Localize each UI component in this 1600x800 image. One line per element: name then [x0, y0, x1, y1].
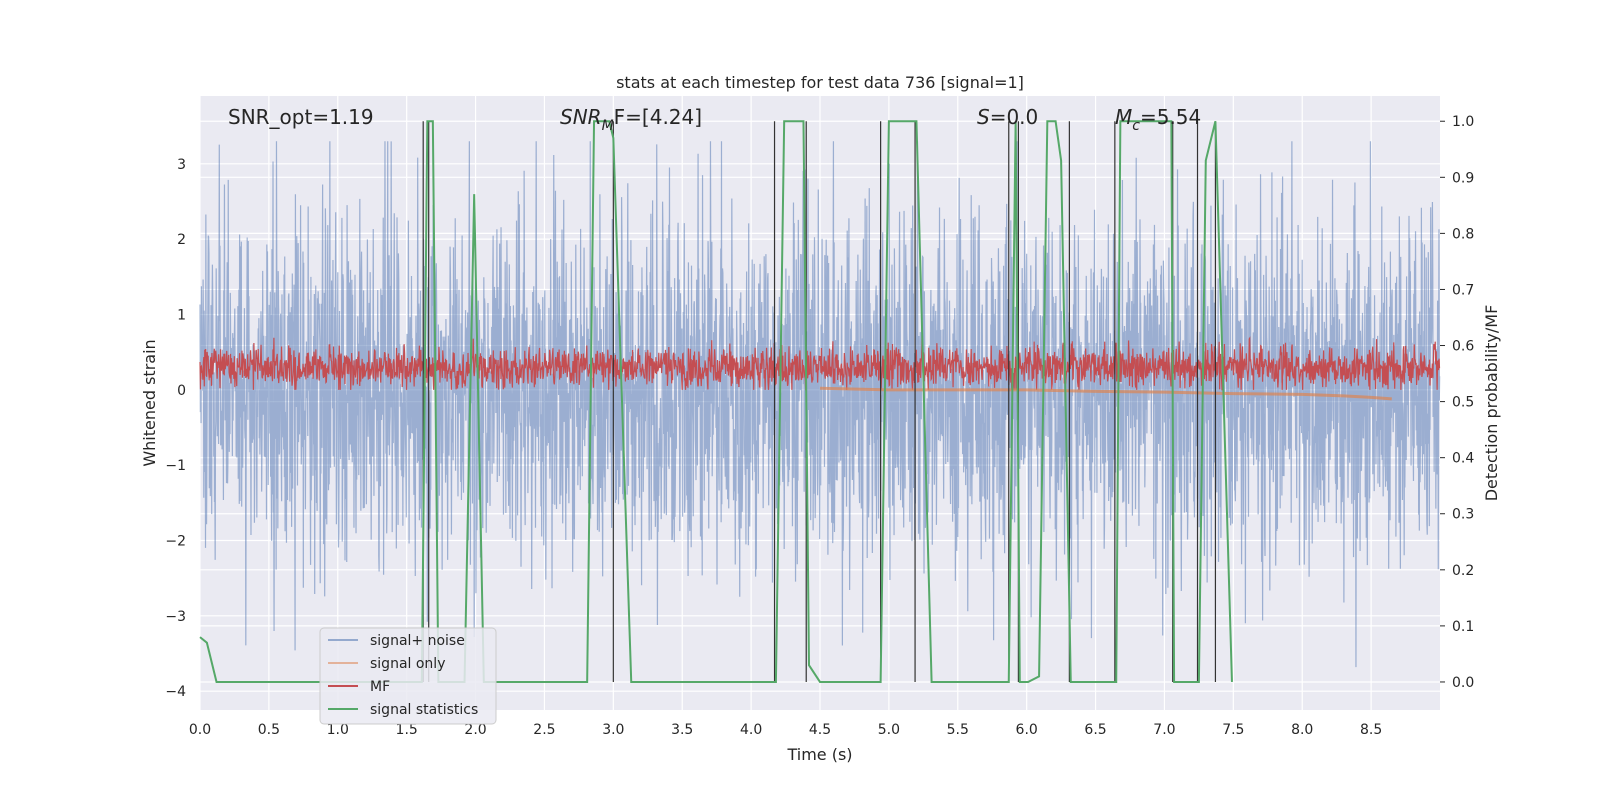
annotation-snr-mf-main: SNR	[560, 105, 602, 129]
signal-noise-series	[199, 141, 1441, 668]
x-tick-label: 6.0	[1016, 722, 1038, 738]
annotation-snr-mf: SNRMF=[4.24]	[560, 105, 702, 134]
y2-ticks: 0.0 0.1 0.2 0.3 0.4 0.5 0.6 0.7 0.8 0.9 1.0	[1440, 114, 1474, 691]
legend-label-signal-only: signal only	[370, 656, 445, 672]
annotation-s: S=0.0	[977, 105, 1038, 129]
y-tick-label: 3	[177, 157, 186, 173]
x-tick-label: 2.5	[533, 722, 555, 738]
legend: signal+ noise signal only MF signal stat…	[319, 627, 497, 725]
annotation-s-tail: =0.0	[990, 105, 1039, 129]
y2-tick-label: 0.7	[1452, 282, 1474, 298]
x-tick-label: 1.5	[396, 722, 418, 738]
y-tick-label: −2	[165, 533, 186, 549]
y2-tick-label: 0.9	[1452, 170, 1474, 186]
y-tick-label: 0	[177, 383, 186, 399]
chart-title: stats at each timestep for test data 736…	[616, 73, 1024, 92]
signal-noise-line	[199, 141, 1441, 668]
legend-box	[319, 627, 497, 725]
x-tick-label: 0.5	[258, 722, 280, 738]
y2-tick-label: 1.0	[1452, 114, 1474, 130]
x-ticks: 0.0 0.5 1.0 1.5 2.0 2.5 3.0 3.5 4.0 4.5 5.0 5.5 6.0 6…	[189, 722, 1382, 738]
annotation-mc-tail: =5.54	[1140, 105, 1201, 129]
legend-label-mf: MF	[370, 679, 390, 695]
signal-only-series	[819, 386, 1392, 401]
y-tick-label: −4	[165, 684, 186, 700]
y2-tick-label: 0.8	[1452, 226, 1474, 242]
x-tick-label: 7.0	[1153, 722, 1175, 738]
annotation-mc: Mc=5.54	[1115, 105, 1201, 134]
y-tick-label: −1	[165, 458, 186, 474]
x-tick-label: 3.5	[671, 722, 693, 738]
y-axis-label: Whitened strain	[140, 339, 159, 466]
y2-tick-label: 0.0	[1452, 675, 1474, 691]
x-tick-label: 1.0	[327, 722, 349, 738]
annotation-snr-opt: SNR_opt=1.19	[228, 105, 374, 129]
x-tick-label: 3.0	[602, 722, 624, 738]
legend-label-signal-noise: signal+ noise	[370, 633, 465, 649]
y2-tick-label: 0.1	[1452, 619, 1474, 635]
y-tick-label: 2	[177, 232, 186, 248]
x-tick-label: 8.0	[1291, 722, 1313, 738]
x-tick-label: 7.5	[1222, 722, 1244, 738]
x-tick-label: 6.5	[1084, 722, 1106, 738]
y2-tick-label: 0.6	[1452, 339, 1474, 355]
annotation-mc-main: M	[1115, 105, 1132, 129]
y2-tick-label: 0.5	[1452, 395, 1474, 411]
y-tick-label: 1	[177, 307, 186, 323]
y-ticks: −4 −3 −2 −1 0 1 2 3	[165, 157, 186, 700]
x-tick-label: 4.0	[740, 722, 762, 738]
annotation-snr-mf-tail: F=[4.24]	[614, 105, 702, 129]
x-tick-label: 4.5	[809, 722, 831, 738]
x-tick-label: 0.0	[189, 722, 211, 738]
y-tick-label: −3	[165, 609, 186, 625]
annotation-s-main: S	[977, 105, 990, 129]
legend-label-signal-statistics: signal statistics	[370, 702, 478, 718]
y2-tick-label: 0.3	[1452, 507, 1474, 523]
y2-tick-label: 0.2	[1452, 563, 1474, 579]
x-tick-label: 5.5	[947, 722, 969, 738]
x-tick-label: 8.5	[1360, 722, 1382, 738]
y2-tick-label: 0.4	[1452, 451, 1474, 467]
signal-only-line	[819, 386, 1392, 401]
mf-series	[199, 335, 1441, 391]
x-axis-label: Time (s)	[786, 745, 852, 764]
mf-line	[199, 335, 1441, 391]
y2-axis-label: Detection probability/MF	[1482, 305, 1501, 502]
annotation-snr-mf-sub: M	[602, 118, 614, 134]
annotation-mc-sub: c	[1132, 118, 1140, 134]
x-tick-label: 5.0	[878, 722, 900, 738]
x-tick-label: 2.0	[464, 722, 486, 738]
